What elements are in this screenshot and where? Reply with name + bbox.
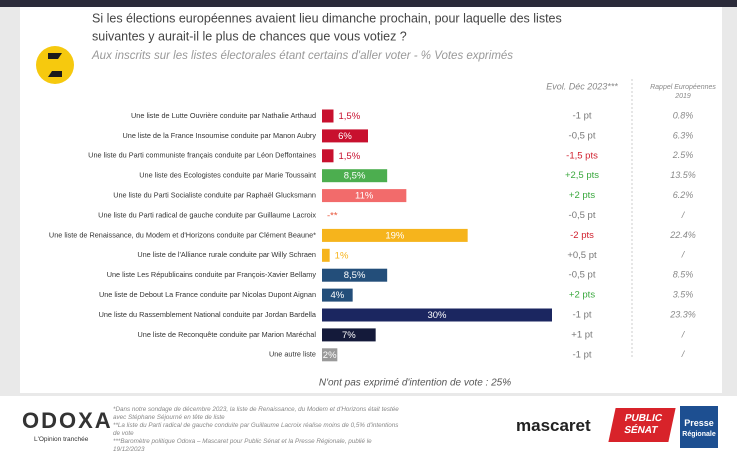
bar bbox=[322, 109, 334, 123]
evolution: -1 pt bbox=[572, 349, 591, 360]
footer: ODOXA L'Opinion tranchée *Dans notre son… bbox=[0, 396, 737, 460]
value-label: 1,5% bbox=[339, 111, 361, 122]
evolution-header: Evol. Déc 2023*** bbox=[546, 81, 618, 91]
value-label: 1% bbox=[335, 250, 349, 261]
card: Si les élections européennes avaient lie… bbox=[20, 7, 722, 393]
bar bbox=[322, 169, 388, 183]
evolution: -0,5 pt bbox=[569, 270, 596, 281]
recall-2019: / bbox=[681, 210, 686, 220]
recall-2019: 13.5% bbox=[670, 170, 696, 180]
bar bbox=[322, 189, 407, 203]
category-label: Une liste de l'Alliance rurale conduite … bbox=[137, 250, 316, 259]
odoxa-tagline: L'Opinion tranchée bbox=[34, 436, 89, 443]
bar bbox=[322, 288, 353, 302]
presse-regionale-logo: Presse Régionale bbox=[680, 406, 718, 448]
category-label: Une liste du Rassemblement National cond… bbox=[99, 310, 317, 319]
category-label: Une liste de Lutte Ouvrière conduite par… bbox=[131, 111, 316, 120]
footnotes: *Dans notre sondage de décembre 2023, la… bbox=[113, 406, 403, 454]
category-label: Une liste du Parti Socialiste conduite p… bbox=[113, 191, 316, 200]
chart: Si les élections européennes avaient lie… bbox=[36, 11, 716, 389]
bar bbox=[322, 149, 334, 163]
bar bbox=[322, 129, 368, 143]
category-label: Une liste de Reconquête conduite par Mar… bbox=[138, 330, 317, 339]
logo-text: Presse bbox=[684, 418, 714, 428]
logo-icon bbox=[48, 53, 62, 77]
odoxa-logo: ODOXA bbox=[22, 408, 113, 433]
evolution: -0,5 pt bbox=[569, 210, 596, 221]
evolution: +2 pts bbox=[569, 190, 595, 201]
evolution: +2 pts bbox=[569, 290, 595, 301]
footnote: *Dans notre sondage de décembre 2023, la… bbox=[113, 406, 399, 421]
recall-2019: 2.5% bbox=[672, 150, 694, 160]
recall-2019: 3.5% bbox=[673, 289, 694, 299]
recall-header: Rappel Européennes 2019 bbox=[650, 84, 716, 100]
evolution: -1,5 pts bbox=[566, 150, 598, 161]
evolution: -1 pt bbox=[572, 310, 591, 321]
footnote: ***Baromètre politique Odoxa – Mascaret … bbox=[113, 438, 372, 453]
value-label: 6% bbox=[338, 131, 352, 142]
value-label: 4% bbox=[330, 290, 344, 301]
category-label: Une liste de la France Insoumise conduit… bbox=[123, 131, 317, 140]
logo-circle bbox=[36, 46, 74, 84]
category-label: Une liste de Renaissance, du Modem et d'… bbox=[49, 230, 316, 239]
evolution: -2 pts bbox=[570, 230, 594, 241]
evolution: -1 pt bbox=[572, 111, 591, 122]
recall-2019: / bbox=[681, 349, 686, 359]
bar bbox=[322, 248, 330, 262]
category-label: Une liste du Parti radical de gauche con… bbox=[98, 210, 316, 219]
recall-2019: 0.8% bbox=[673, 110, 694, 120]
category-label: Une liste Les Républicains conduite par … bbox=[107, 270, 317, 279]
value-label: 2% bbox=[323, 350, 337, 361]
logo-text: SÉNAT bbox=[623, 425, 659, 436]
chart-title-line2: suivantes y aurait-il le plus de chances… bbox=[92, 29, 407, 43]
bar bbox=[322, 228, 468, 242]
bar bbox=[322, 268, 388, 282]
value-label: -** bbox=[327, 211, 338, 222]
category-label: Une liste de Debout La France conduite p… bbox=[99, 290, 316, 299]
category-label: Une liste du Parti communiste français c… bbox=[88, 151, 316, 160]
recall-2019: 6.3% bbox=[673, 130, 694, 140]
logo-text: Régionale bbox=[682, 431, 716, 438]
value-label: 30% bbox=[427, 310, 447, 321]
value-label: 19% bbox=[385, 230, 405, 241]
value-label: 8,5% bbox=[344, 270, 366, 281]
mascaret-logo: mascaret bbox=[516, 416, 591, 435]
public-senat-logo: PUBLIC SÉNAT bbox=[608, 408, 676, 442]
value-label: 8,5% bbox=[344, 171, 366, 182]
recall-2019: 23.3% bbox=[669, 309, 696, 319]
recall-2019: / bbox=[681, 250, 686, 260]
recall-2019: 6.2% bbox=[673, 190, 694, 200]
bar bbox=[322, 308, 552, 322]
category-label: Une liste des Ecologistes conduite par M… bbox=[139, 171, 316, 180]
chart-title: Si les élections européennes avaient lie… bbox=[92, 11, 562, 25]
top-band bbox=[0, 0, 737, 7]
evolution: -0,5 pt bbox=[569, 130, 596, 141]
logo-text: PUBLIC bbox=[623, 413, 664, 424]
value-label: 1,5% bbox=[339, 151, 361, 162]
bar bbox=[322, 348, 338, 362]
evolution: +1 pt bbox=[571, 329, 593, 340]
recall-2019: 22.4% bbox=[669, 230, 696, 240]
evolution: +0,5 pt bbox=[567, 250, 597, 261]
value-label: 7% bbox=[342, 330, 356, 341]
chart-subtitle: Aux inscrits sur les listes électorales … bbox=[91, 50, 513, 62]
recall-2019: 8.5% bbox=[673, 270, 694, 280]
bar bbox=[322, 328, 376, 342]
evolution: +2,5 pts bbox=[565, 170, 599, 181]
note: N'ont pas exprimé d'intention de vote : … bbox=[319, 378, 511, 389]
recall-2019: / bbox=[681, 329, 686, 339]
value-label: 11% bbox=[355, 191, 374, 202]
footnote: **La liste du Parti radical de gauche co… bbox=[113, 422, 399, 437]
category-label: Une autre liste bbox=[269, 350, 316, 359]
